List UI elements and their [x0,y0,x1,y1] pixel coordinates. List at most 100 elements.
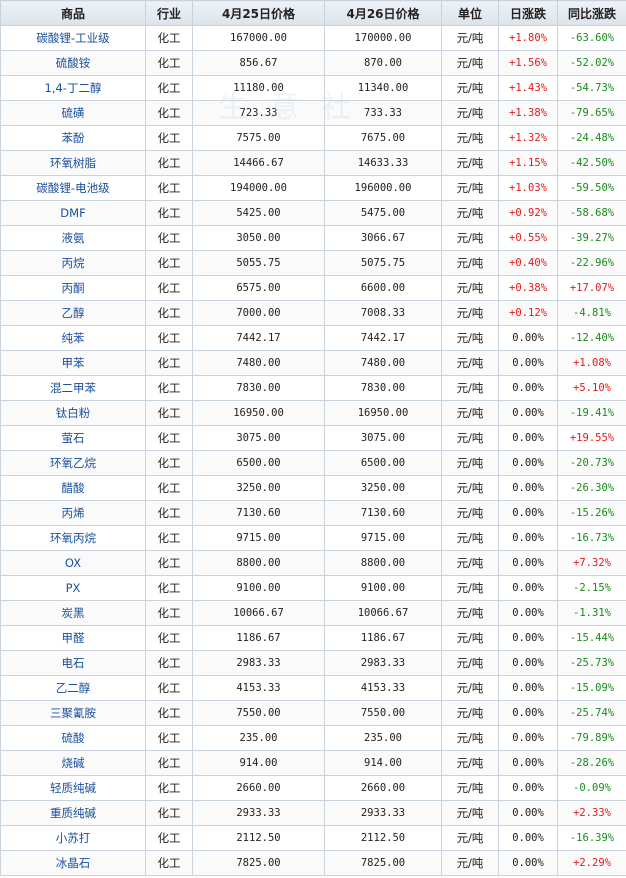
table-row: 萤石 化工 3075.00 3075.00 元/吨 0.00% +19.55% [0,425,626,451]
product-name[interactable]: 硫酸铵 [0,50,146,76]
table-row: 碳酸锂-电池级 化工 194000.00 196000.00 元/吨 +1.03% -59.… [0,175,626,201]
product-name[interactable]: 三聚氰胺 [0,700,146,726]
industry-cell: 化工 [145,50,193,76]
product-name[interactable]: 苯酚 [0,125,146,151]
product-name[interactable]: 混二甲苯 [0,375,146,401]
industry-cell: 化工 [145,525,193,551]
yoy-change-cell: -4.81% [557,300,626,326]
industry-cell: 化工 [145,125,193,151]
price-apr26-cell: 14633.33 [324,150,442,176]
table-row: 电石 化工 2983.33 2983.33 元/吨 0.00% -25.73% [0,650,626,676]
product-name[interactable]: 萤石 [0,425,146,451]
product-name[interactable]: 甲醛 [0,625,146,651]
daily-change-cell: 0.00% [498,725,558,751]
industry-cell: 化工 [145,250,193,276]
daily-change-cell: +0.40% [498,250,558,276]
industry-cell: 化工 [145,25,193,51]
daily-change-cell: +1.38% [498,100,558,126]
yoy-change-cell: -16.39% [557,825,626,851]
yoy-change-cell: -15.26% [557,500,626,526]
price-apr26-cell: 1186.67 [324,625,442,651]
product-name[interactable]: 碳酸锂-电池级 [0,175,146,201]
product-name[interactable]: 丙烯 [0,500,146,526]
price-apr25-cell: 2660.00 [192,775,325,801]
unit-cell: 元/吨 [441,525,499,551]
product-name[interactable]: 丙酮 [0,275,146,301]
table-row: 烧碱 化工 914.00 914.00 元/吨 0.00% -28.26% [0,750,626,776]
unit-cell: 元/吨 [441,75,499,101]
product-name[interactable]: 醋酸 [0,475,146,501]
product-name[interactable]: 1,4-丁二醇 [0,75,146,101]
product-name[interactable]: 烧碱 [0,750,146,776]
header-price-apr26: 4月26日价格 [324,0,442,26]
table-row: 硫酸 化工 235.00 235.00 元/吨 0.00% -79.89% [0,725,626,751]
product-name[interactable]: 乙二醇 [0,675,146,701]
unit-cell: 元/吨 [441,400,499,426]
price-apr25-cell: 14466.67 [192,150,325,176]
yoy-change-cell: -16.73% [557,525,626,551]
product-name[interactable]: 重质纯碱 [0,800,146,826]
industry-cell: 化工 [145,400,193,426]
product-name[interactable]: 轻质纯碱 [0,775,146,801]
product-name[interactable]: PX [0,575,146,601]
unit-cell: 元/吨 [441,200,499,226]
unit-cell: 元/吨 [441,700,499,726]
product-name[interactable]: 环氧树脂 [0,150,146,176]
product-name[interactable]: 钛白粉 [0,400,146,426]
table-row: 乙醇 化工 7000.00 7008.33 元/吨 +0.12% -4.81% [0,300,626,326]
unit-cell: 元/吨 [441,275,499,301]
product-name[interactable]: DMF [0,200,146,226]
unit-cell: 元/吨 [441,175,499,201]
product-name[interactable]: 乙醇 [0,300,146,326]
price-apr25-cell: 9715.00 [192,525,325,551]
product-name[interactable]: 环氧丙烷 [0,525,146,551]
product-name[interactable]: 电石 [0,650,146,676]
industry-cell: 化工 [145,650,193,676]
yoy-change-cell: -2.15% [557,575,626,601]
yoy-change-cell: -19.41% [557,400,626,426]
yoy-change-cell: -15.44% [557,625,626,651]
product-name[interactable]: 环氧乙烷 [0,450,146,476]
yoy-change-cell: -25.74% [557,700,626,726]
product-name[interactable]: 碳酸锂-工业级 [0,25,146,51]
price-apr26-cell: 870.00 [324,50,442,76]
daily-change-cell: 0.00% [498,675,558,701]
price-apr26-cell: 6600.00 [324,275,442,301]
header-industry: 行业 [145,0,193,26]
industry-cell: 化工 [145,750,193,776]
table-row: 硫酸铵 化工 856.67 870.00 元/吨 +1.56% -52.02% [0,50,626,76]
table-row: 丙烷 化工 5055.75 5075.75 元/吨 +0.40% -22.96% [0,250,626,276]
unit-cell: 元/吨 [441,350,499,376]
daily-change-cell: 0.00% [498,350,558,376]
price-apr25-cell: 7480.00 [192,350,325,376]
table-row: 丙酮 化工 6575.00 6600.00 元/吨 +0.38% +17.07% [0,275,626,301]
product-name[interactable]: OX [0,550,146,576]
industry-cell: 化工 [145,550,193,576]
price-apr26-cell: 235.00 [324,725,442,751]
product-name[interactable]: 甲苯 [0,350,146,376]
price-apr25-cell: 2112.50 [192,825,325,851]
product-name[interactable]: 炭黑 [0,600,146,626]
product-name[interactable]: 液氨 [0,225,146,251]
product-name[interactable]: 纯苯 [0,325,146,351]
industry-cell: 化工 [145,325,193,351]
price-apr26-cell: 7008.33 [324,300,442,326]
daily-change-cell: 0.00% [498,400,558,426]
price-apr25-cell: 5425.00 [192,200,325,226]
product-name[interactable]: 丙烷 [0,250,146,276]
price-apr25-cell: 3050.00 [192,225,325,251]
daily-change-cell: 0.00% [498,825,558,851]
price-apr26-cell: 733.33 [324,100,442,126]
product-name[interactable]: 硫磺 [0,100,146,126]
industry-cell: 化工 [145,625,193,651]
daily-change-cell: +0.12% [498,300,558,326]
industry-cell: 化工 [145,75,193,101]
unit-cell: 元/吨 [441,600,499,626]
product-name[interactable]: 小苏打 [0,825,146,851]
unit-cell: 元/吨 [441,250,499,276]
product-name[interactable]: 硫酸 [0,725,146,751]
industry-cell: 化工 [145,175,193,201]
price-apr25-cell: 7442.17 [192,325,325,351]
price-apr26-cell: 914.00 [324,750,442,776]
product-name[interactable]: 冰晶石 [0,850,146,876]
